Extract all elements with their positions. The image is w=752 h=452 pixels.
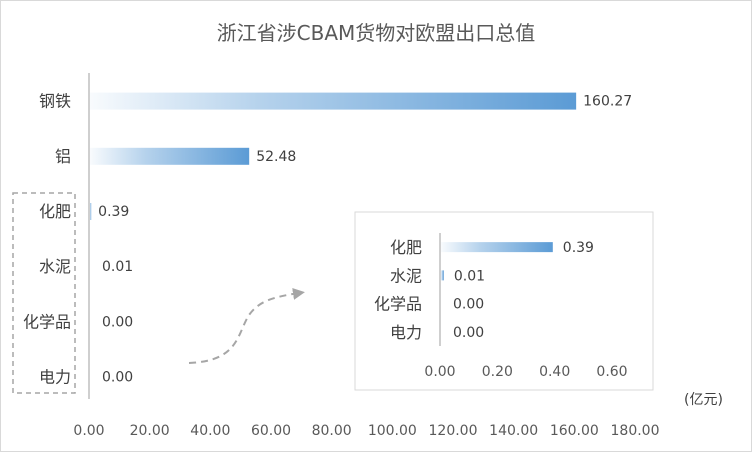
- x-tick-label: 160.00: [550, 423, 599, 439]
- x-tick-label: 180.00: [611, 423, 660, 439]
- value-label: 0.39: [98, 204, 129, 220]
- inset-value-label: 0.01: [454, 268, 485, 284]
- x-tick-label: 60.00: [251, 423, 291, 439]
- bar: [90, 203, 92, 220]
- inset-value-label: 0.00: [453, 325, 484, 341]
- x-tick-label: 40.00: [190, 423, 230, 439]
- category-label: 电力: [39, 368, 71, 387]
- x-tick-label: 120.00: [429, 423, 478, 439]
- x-tick-label: 80.00: [312, 423, 352, 439]
- inset-category-label: 化肥: [390, 238, 422, 257]
- inset-x-tick-label: 0.40: [539, 364, 570, 380]
- inset-x-tick-label: 0.60: [596, 364, 627, 380]
- highlight-dashed-box: [12, 192, 76, 394]
- bar: [90, 92, 577, 110]
- value-label: 0.00: [102, 314, 133, 330]
- category-label: 钢铁: [39, 92, 71, 111]
- value-label: 0.01: [102, 259, 133, 275]
- inset-category-label: 化学品: [374, 295, 422, 314]
- category-label: 水泥: [39, 257, 71, 276]
- inset-x-tick-label: 0.20: [482, 364, 513, 380]
- inset-category-label: 水泥: [390, 266, 422, 285]
- chart-title: 浙江省涉CBAM货物对欧盟出口总值: [217, 21, 536, 45]
- x-tick-label: 140.00: [489, 423, 538, 439]
- inset-chart-frame: [354, 211, 654, 391]
- bar: [90, 147, 250, 165]
- inset-value-label: 0.39: [563, 240, 594, 256]
- value-label: 160.27: [583, 94, 632, 110]
- value-label: 52.48: [256, 149, 296, 165]
- category-label: 化肥: [39, 202, 71, 221]
- connector-arrow: [188, 287, 305, 364]
- x-tick-label: 20.00: [130, 423, 170, 439]
- unit-label: (亿元): [684, 392, 723, 408]
- inset-bar: [441, 242, 553, 253]
- inset-x-tick-label: 0.00: [424, 364, 455, 380]
- x-tick-label: 100.00: [368, 423, 417, 439]
- category-label: 化学品: [23, 312, 71, 331]
- x-tick-label: 0.00: [73, 423, 104, 439]
- inset-value-label: 0.00: [453, 297, 484, 313]
- inset-category-label: 电力: [390, 323, 422, 342]
- category-label: 铝: [55, 147, 71, 166]
- value-label: 0.00: [102, 370, 133, 386]
- inset-bar: [441, 270, 444, 281]
